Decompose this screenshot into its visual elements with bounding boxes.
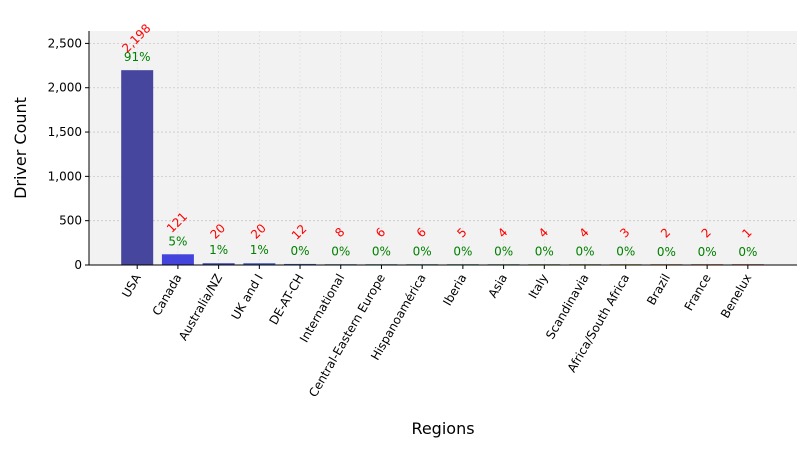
percent-label: 0% (413, 244, 432, 258)
y-tick-label: 2,000 (48, 81, 82, 95)
percent-label: 0% (698, 245, 717, 259)
y-tick-label: 2,500 (48, 36, 82, 50)
y-axis-title: Driver Count (11, 97, 30, 199)
bar-0 (121, 70, 154, 265)
x-tick-label: France (682, 272, 714, 314)
y-tick-label: 1,000 (48, 169, 82, 183)
y-axis-ticks: 0 500 1,000 1,500 2,000 2,500 (48, 36, 89, 272)
x-tick-label: Central-Eastern Europe (306, 271, 388, 399)
percent-label: 1% (209, 243, 228, 257)
x-tick-label: Australia/NZ (176, 272, 225, 343)
x-tick-label: Asia (485, 271, 510, 300)
percent-label: 0% (494, 245, 513, 259)
percent-label: 1% (250, 243, 269, 257)
x-tick-label: DE-AT-CH (266, 272, 306, 328)
x-tick-label: USA (119, 271, 144, 300)
plot-background (89, 31, 797, 265)
percent-label: 0% (575, 245, 594, 259)
x-tick-label: Canada (150, 272, 185, 319)
bar-3 (243, 263, 276, 265)
x-axis-title: Regions (411, 419, 474, 438)
percent-label: 0% (657, 245, 676, 259)
percent-label: 0% (616, 245, 635, 259)
x-tick-label: Scandinavia (543, 272, 592, 342)
percent-label: 91% (124, 50, 151, 64)
x-tick-label: Italy (526, 272, 551, 302)
percent-label: 0% (291, 244, 310, 258)
percent-label: 5% (168, 234, 187, 248)
x-tick-label: Brazil (644, 272, 673, 308)
x-tick-label: Benelux (718, 272, 754, 321)
x-tick-label: Iberia (440, 272, 469, 309)
x-tick-label: UK and I (229, 272, 266, 323)
grid-lines (89, 31, 797, 266)
bar-4 (284, 263, 317, 265)
y-tick-label: 1,500 (48, 125, 82, 139)
percent-label: 0% (453, 245, 472, 259)
y-tick-label: 0 (74, 258, 82, 272)
percent-label: 0% (738, 245, 757, 259)
percent-label: 0% (535, 245, 554, 259)
bar-2 (202, 263, 235, 265)
percent-label: 0% (331, 244, 350, 258)
y-tick-label: 500 (59, 214, 82, 228)
bar-1 (161, 254, 194, 265)
percent-label: 0% (372, 244, 391, 258)
